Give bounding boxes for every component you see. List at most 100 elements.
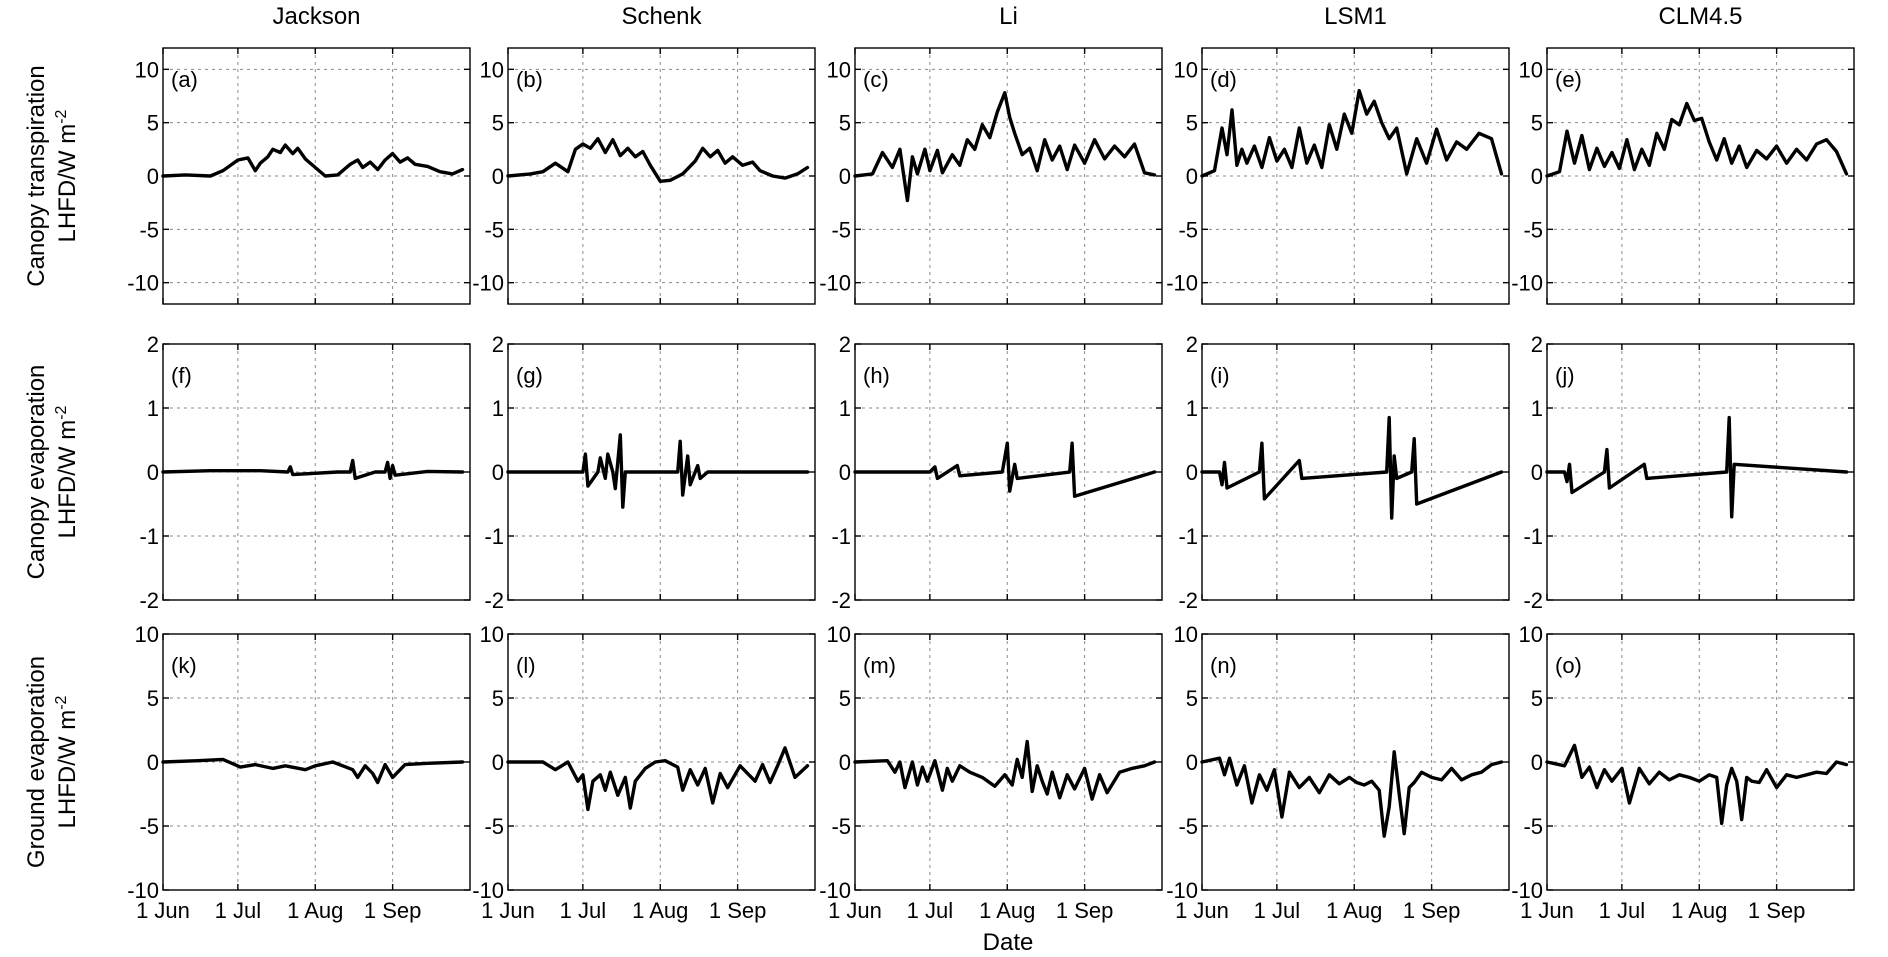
y-tick-label: -5	[484, 814, 504, 839]
x-tick-label: 1 Jul	[907, 898, 953, 923]
y-tick-label: 10	[480, 622, 504, 647]
series-line	[1545, 415, 1849, 519]
y-tick-label: -5	[484, 217, 504, 242]
panel-label: (l)	[516, 653, 536, 678]
x-tick-label: 1 Aug	[632, 898, 688, 923]
y-tick-label: -10	[1166, 878, 1198, 903]
y-tick-label: 5	[147, 686, 159, 711]
row-ylabel-unit: LHFD/W m-2	[53, 405, 81, 538]
chart-panel: 10 5 0 -5 -101 Jun 1 Jul 1 Aug 1 Sep (n)	[1166, 622, 1510, 923]
y-tick-label: -1	[831, 524, 851, 549]
y-tick-label: -1	[1178, 524, 1198, 549]
y-tick-label: 0	[839, 164, 851, 189]
chart-panel: 10 5 0 -5 -101 Jun 1 Jul 1 Aug 1 Sep (k)	[127, 622, 471, 923]
chart-panel: 10 5 0 -5 -101 Jun 1 Jul 1 Aug 1 Sep (o)	[1511, 622, 1855, 923]
y-tick-label: 0	[147, 750, 159, 775]
y-tick-label: 1	[1186, 396, 1198, 421]
y-tick-label: 5	[147, 111, 159, 136]
x-tick-label: 1 Jun	[1520, 898, 1574, 923]
ylabel-line1: Canopy transpiration	[23, 65, 50, 286]
y-tick-label: 10	[135, 57, 159, 82]
x-tick-label: 1 Jun	[828, 898, 882, 923]
series-line	[161, 757, 465, 785]
y-tick-label: 5	[839, 686, 851, 711]
row-ylabel-unit: LHFD/W m-2	[53, 695, 81, 828]
chart-panel: 10 5 0 -5 -10 (a)	[127, 47, 471, 305]
y-tick-label: 0	[1531, 460, 1543, 485]
y-tick-label: -1	[1523, 524, 1543, 549]
y-tick-label: 10	[827, 622, 851, 647]
chart-panel: 10 5 0 -5 -10 (b)	[472, 47, 816, 305]
chart-panel: 2 1 0 -1 -2 (f)	[139, 332, 471, 613]
column-title: CLM4.5	[1658, 3, 1742, 30]
chart-panel: 2 1 0 -1 -2 (j)	[1523, 332, 1855, 613]
chart-panel: 10 5 0 -5 -101 Jun 1 Jul 1 Aug 1 Sep (m)	[819, 622, 1163, 923]
ylabel-line2: LHFD/W m-2	[53, 109, 81, 242]
y-tick-label: -1	[484, 524, 504, 549]
series-line	[506, 433, 810, 509]
y-tick-label: -10	[1511, 271, 1543, 296]
panel-label: (g)	[516, 363, 543, 388]
y-tick-label: -5	[1523, 217, 1543, 242]
series-line	[161, 143, 465, 178]
y-tick-label: 0	[147, 164, 159, 189]
panel-label: (m)	[863, 653, 896, 678]
x-tick-label: 1 Jul	[1599, 898, 1645, 923]
y-tick-label: -2	[139, 588, 159, 613]
y-tick-label: -2	[831, 588, 851, 613]
y-tick-label: -5	[831, 217, 851, 242]
series-line	[161, 458, 465, 481]
x-axis-label: Date	[983, 929, 1034, 956]
series-line	[1545, 743, 1849, 826]
y-tick-label: -10	[127, 271, 159, 296]
row-ylabel: Ground evaporation	[23, 656, 50, 868]
chart-panel: 2 1 0 -1 -2 (h)	[831, 332, 1163, 613]
series-line	[853, 441, 1157, 498]
x-tick-label: 1 Jun	[1175, 898, 1229, 923]
y-tick-label: 5	[492, 686, 504, 711]
series-line	[506, 136, 810, 184]
y-tick-label: 2	[147, 332, 159, 357]
y-tick-label: 5	[492, 111, 504, 136]
y-tick-label: 0	[1186, 164, 1198, 189]
y-tick-label: 10	[827, 57, 851, 82]
y-tick-label: 0	[1186, 750, 1198, 775]
y-tick-label: -5	[1178, 814, 1198, 839]
panel-label: (n)	[1210, 653, 1237, 678]
panel-label: (c)	[863, 67, 889, 92]
y-tick-label: 0	[492, 460, 504, 485]
y-tick-label: 10	[480, 57, 504, 82]
y-tick-label: 10	[1519, 622, 1543, 647]
x-tick-label: 1 Sep	[1403, 898, 1461, 923]
y-tick-label: 0	[839, 460, 851, 485]
x-tick-label: 1 Aug	[1671, 898, 1727, 923]
x-tick-label: 1 Sep	[364, 898, 422, 923]
column-title: Li	[999, 3, 1018, 30]
y-tick-label: -10	[127, 878, 159, 903]
panel-label: (e)	[1555, 67, 1582, 92]
column-title: Jackson	[272, 3, 360, 30]
y-tick-label: -2	[1178, 588, 1198, 613]
y-tick-label: 2	[839, 332, 851, 357]
panel-label: (h)	[863, 363, 890, 388]
series-line	[1200, 750, 1504, 838]
y-tick-label: 2	[492, 332, 504, 357]
series-line	[1545, 101, 1849, 178]
y-tick-label: -5	[1178, 217, 1198, 242]
x-tick-label: 1 Sep	[709, 898, 767, 923]
y-tick-label: 0	[492, 750, 504, 775]
y-tick-label: 10	[1174, 622, 1198, 647]
chart-panel: 10 5 0 -5 -101 Jun 1 Jul 1 Aug 1 Sep (l)	[472, 622, 816, 923]
panel-label: (f)	[171, 363, 192, 388]
y-tick-label: 2	[1531, 332, 1543, 357]
x-tick-label: 1 Jun	[136, 898, 190, 923]
ylabel-line1: Ground evaporation	[23, 656, 50, 868]
series-line	[853, 91, 1157, 203]
y-tick-label: 5	[1531, 686, 1543, 711]
ylabel-line2: LHFD/W m-2	[53, 695, 81, 828]
x-tick-label: 1 Sep	[1056, 898, 1114, 923]
chart-panel: 2 1 0 -1 -2 (i)	[1178, 332, 1510, 613]
y-tick-label: 0	[839, 750, 851, 775]
y-tick-label: -5	[139, 217, 159, 242]
y-tick-label: 5	[839, 111, 851, 136]
